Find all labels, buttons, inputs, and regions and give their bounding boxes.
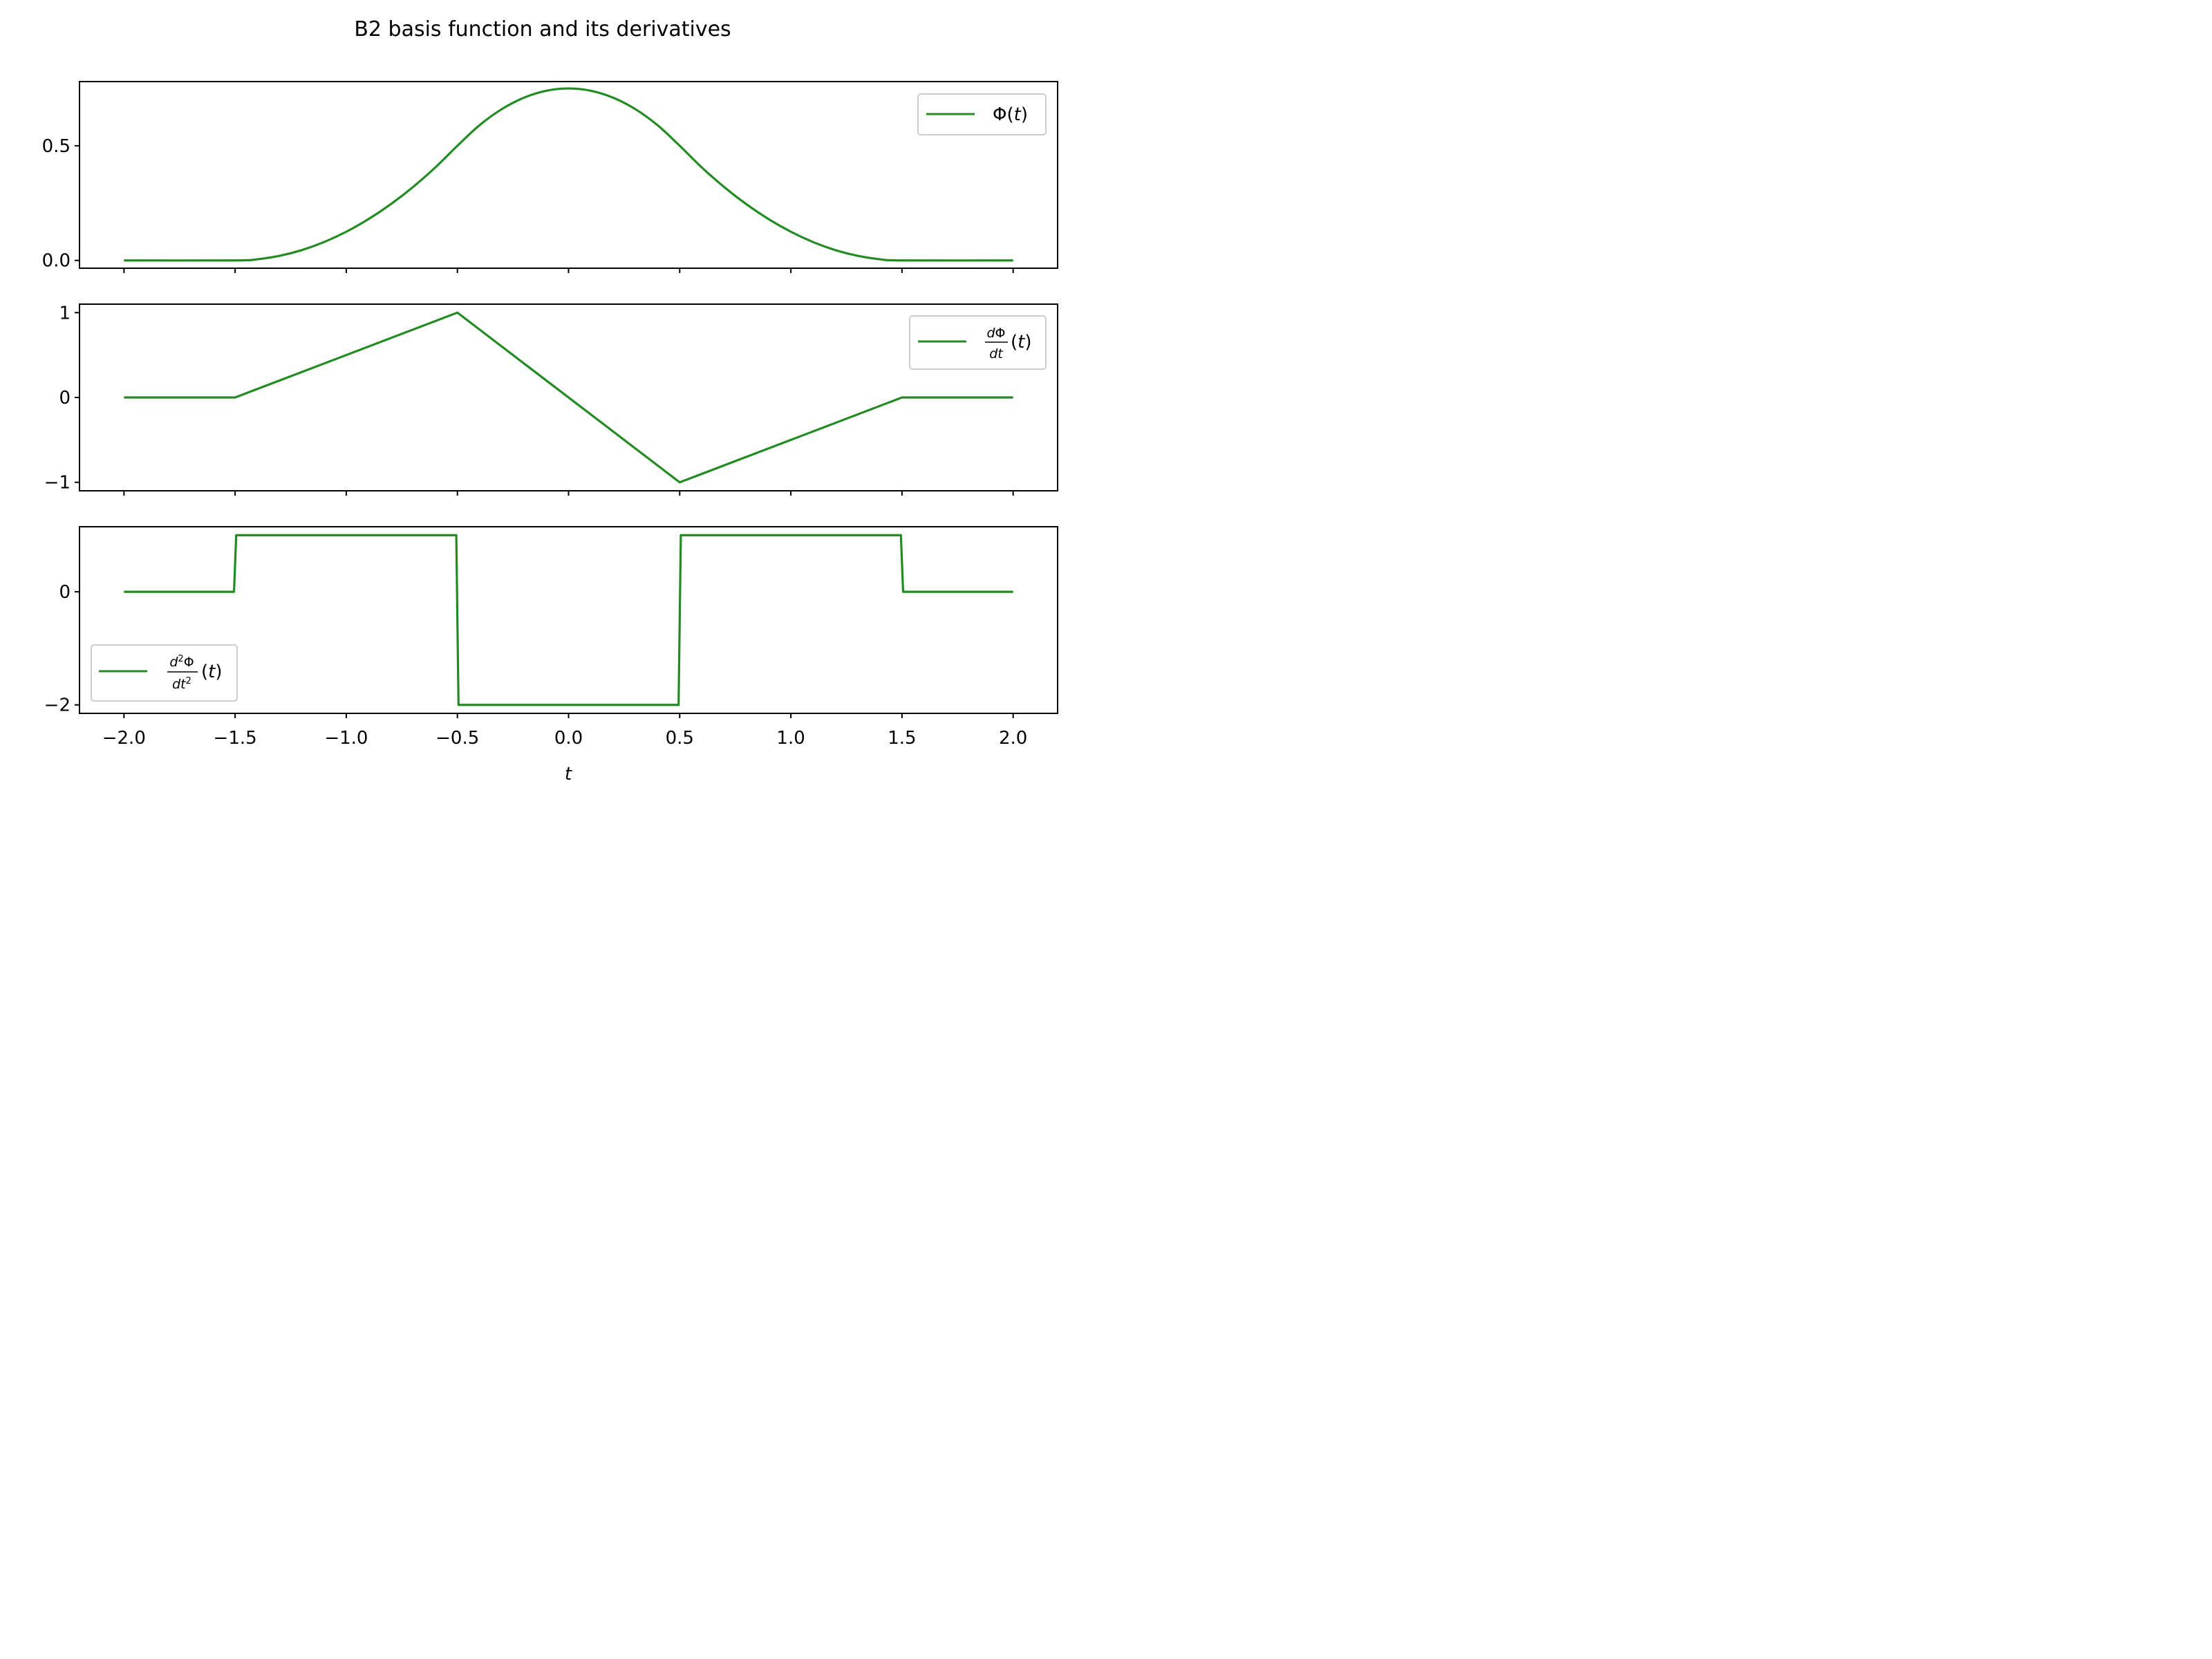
panel-phi-legend-box (917, 93, 1047, 135)
panel-d2phi-series (124, 534, 1013, 706)
panel-d2phi-xticks: −2.0 −1.5 −1.0 −0.5 0.0 0.5 1.0 1.5 2.0 (102, 713, 1027, 749)
panel-d2phi-xtick-label: −0.5 (435, 728, 479, 749)
panel-d2phi-ytick-label: −2 (44, 695, 71, 716)
panel-d2phi-xtick-label: 0.5 (666, 728, 694, 749)
panel-dphi-series (124, 311, 1013, 484)
panel-phi-series-line (124, 87, 1013, 262)
panel-phi-yticks: 0.0 0.5 (42, 136, 79, 272)
panel-phi: 0.0 0.5 Φ(t) (42, 81, 1058, 273)
panel-d2phi-legend-label: d2Φ dt2 (t) (167, 654, 223, 692)
panel-dphi-frame (79, 303, 1058, 491)
figure-title: B2 basis function and its derivatives (354, 17, 731, 41)
panel-dphi-yticks: −1 0 1 (44, 303, 79, 494)
panel-dphi-ytick-label: 1 (59, 303, 71, 324)
panel-d2phi-yticks: −2 0 (44, 582, 79, 716)
panel-d2phi-xtick-label: −2.0 (102, 728, 146, 749)
panel-dphi-legend: dΦ dt (t) (909, 315, 1047, 370)
panel-d2phi-xtick-label: 2.0 (999, 728, 1027, 749)
panel-dphi-ytick-label: −1 (44, 473, 71, 494)
svg-text:dΦ: dΦ (986, 326, 1005, 341)
panel-phi-ytick-label: 0.0 (42, 251, 71, 272)
panel-d2phi-legend-box (91, 644, 238, 702)
panel-d2phi-xtick-label: 1.0 (776, 728, 805, 749)
panel-phi-legend-label: Φ(t) (993, 104, 1028, 125)
panel-phi-xticks (123, 268, 1014, 273)
panel-d2phi-series-line (124, 534, 1013, 706)
svg-text:(t): (t) (1011, 332, 1032, 353)
panel-d2phi-xtick-label: −1.5 (214, 728, 257, 749)
panel-phi-series (124, 87, 1013, 262)
panel-d2phi-legend: d2Φ dt2 (t) (91, 644, 238, 702)
panel-dphi-ytick-label: 0 (59, 388, 71, 409)
panel-d2phi-ytick-label: 0 (59, 582, 71, 603)
x-axis-label: t (565, 764, 572, 785)
panel-d2phi-frame (79, 526, 1058, 714)
panel-dphi-legend-box (909, 315, 1047, 370)
panel-d2phi-xtick-label: 1.5 (888, 728, 916, 749)
panel-dphi-legend-label: dΦ dt (t) (985, 326, 1032, 362)
panel-d2phi-xtick-label: 0.0 (554, 728, 583, 749)
panel-dphi: −1 0 1 dΦ dt (t) (44, 303, 1058, 496)
panel-dphi-series-line (124, 311, 1013, 484)
panel-phi-ytick-label: 0.5 (42, 136, 71, 157)
svg-text:dt2: dt2 (172, 676, 191, 692)
panel-phi-frame (79, 81, 1058, 269)
svg-text:(t): (t) (201, 662, 223, 682)
panel-phi-legend: Φ(t) (917, 93, 1047, 135)
svg-text:d2Φ: d2Φ (169, 654, 194, 670)
svg-text:dt: dt (989, 346, 1004, 362)
panel-d2phi-xtick-label: −1.0 (324, 728, 368, 749)
panel-d2phi: −2 0 −2.0 −1.5 −1.0 −0.5 0.0 0.5 1.0 1.5 2.0 d2Φ … (44, 526, 1058, 749)
panel-dphi-xticks (123, 491, 1014, 496)
figure: B2 basis function and its derivatives 0.… (0, 0, 1069, 802)
